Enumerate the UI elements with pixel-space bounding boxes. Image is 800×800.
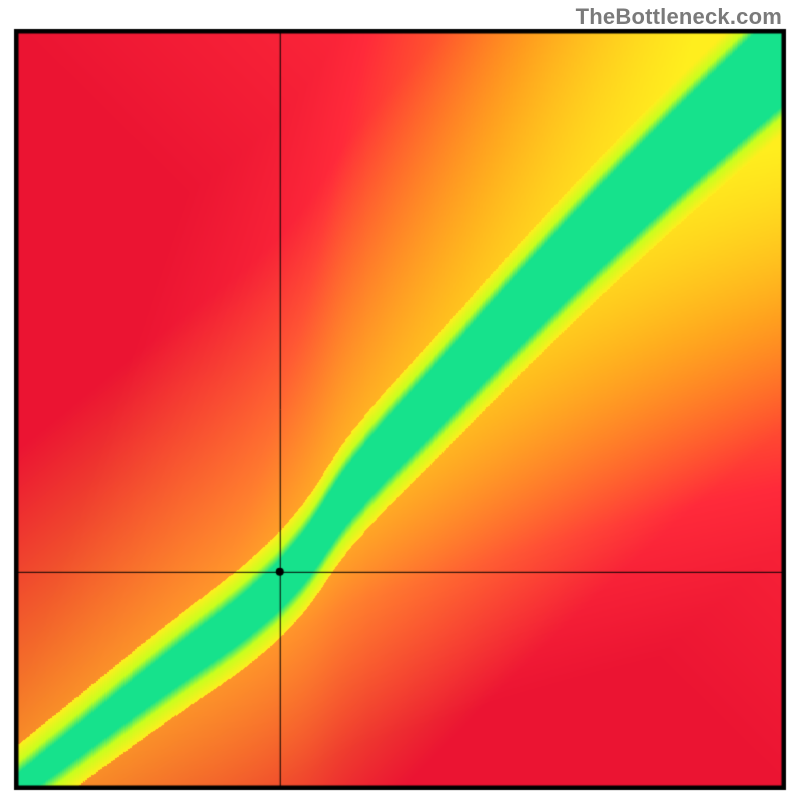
- watermark-text: TheBottleneck.com: [576, 4, 782, 30]
- chart-container: TheBottleneck.com: [0, 0, 800, 800]
- bottleneck-heatmap-canvas: [0, 0, 800, 800]
